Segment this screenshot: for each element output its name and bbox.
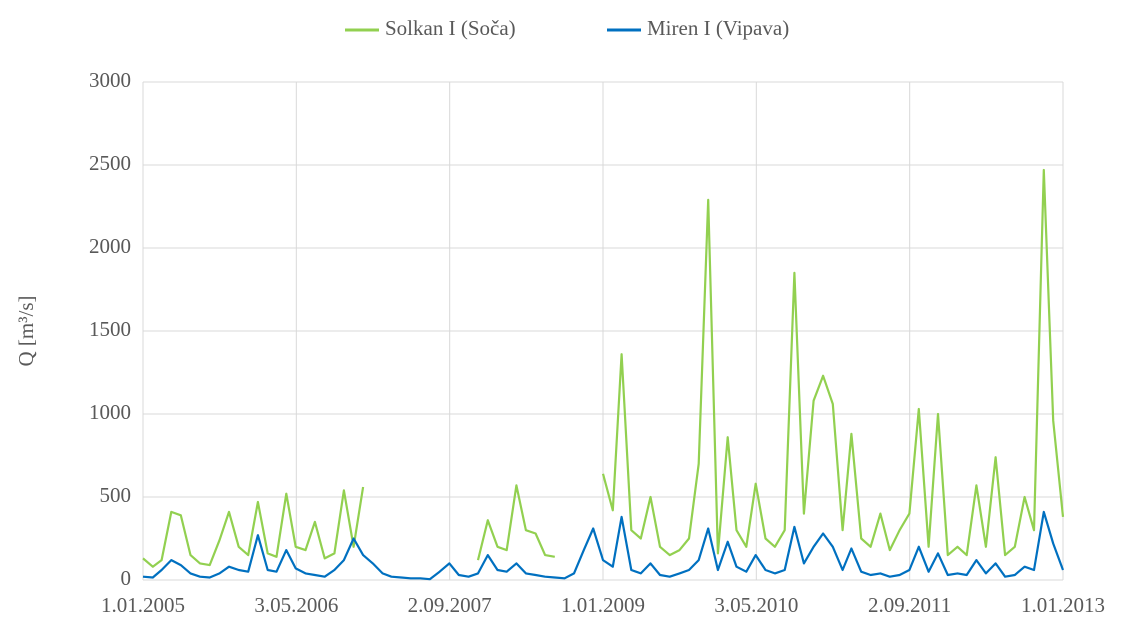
- data-line: [142, 510, 1065, 581]
- y-tick-label: 500: [100, 483, 132, 507]
- x-tick-label: 1.01.2005: [101, 593, 185, 617]
- x-tick-label: 1.01.2013: [1021, 593, 1105, 617]
- x-tick-label: 3.05.2010: [714, 593, 798, 617]
- y-tick-label: 1000: [89, 400, 131, 424]
- data-line: [142, 168, 1065, 568]
- legend-label: Solkan I (Soča): [385, 16, 516, 40]
- y-tick-label: 0: [121, 566, 132, 590]
- y-tick-label: 3000: [89, 68, 131, 92]
- y-tick-label: 1500: [89, 317, 131, 341]
- x-tick-label: 1.01.2009: [561, 593, 645, 617]
- y-axis-label: Q [m³/s]: [14, 295, 38, 366]
- y-tick-label: 2500: [89, 151, 131, 175]
- x-tick-label: 3.05.2006: [254, 593, 338, 617]
- x-tick-label: 2.09.2011: [868, 593, 951, 617]
- legend-label: Miren I (Vipava): [647, 16, 789, 40]
- y-tick-label: 2000: [89, 234, 131, 258]
- x-tick-label: 2.09.2007: [408, 593, 492, 617]
